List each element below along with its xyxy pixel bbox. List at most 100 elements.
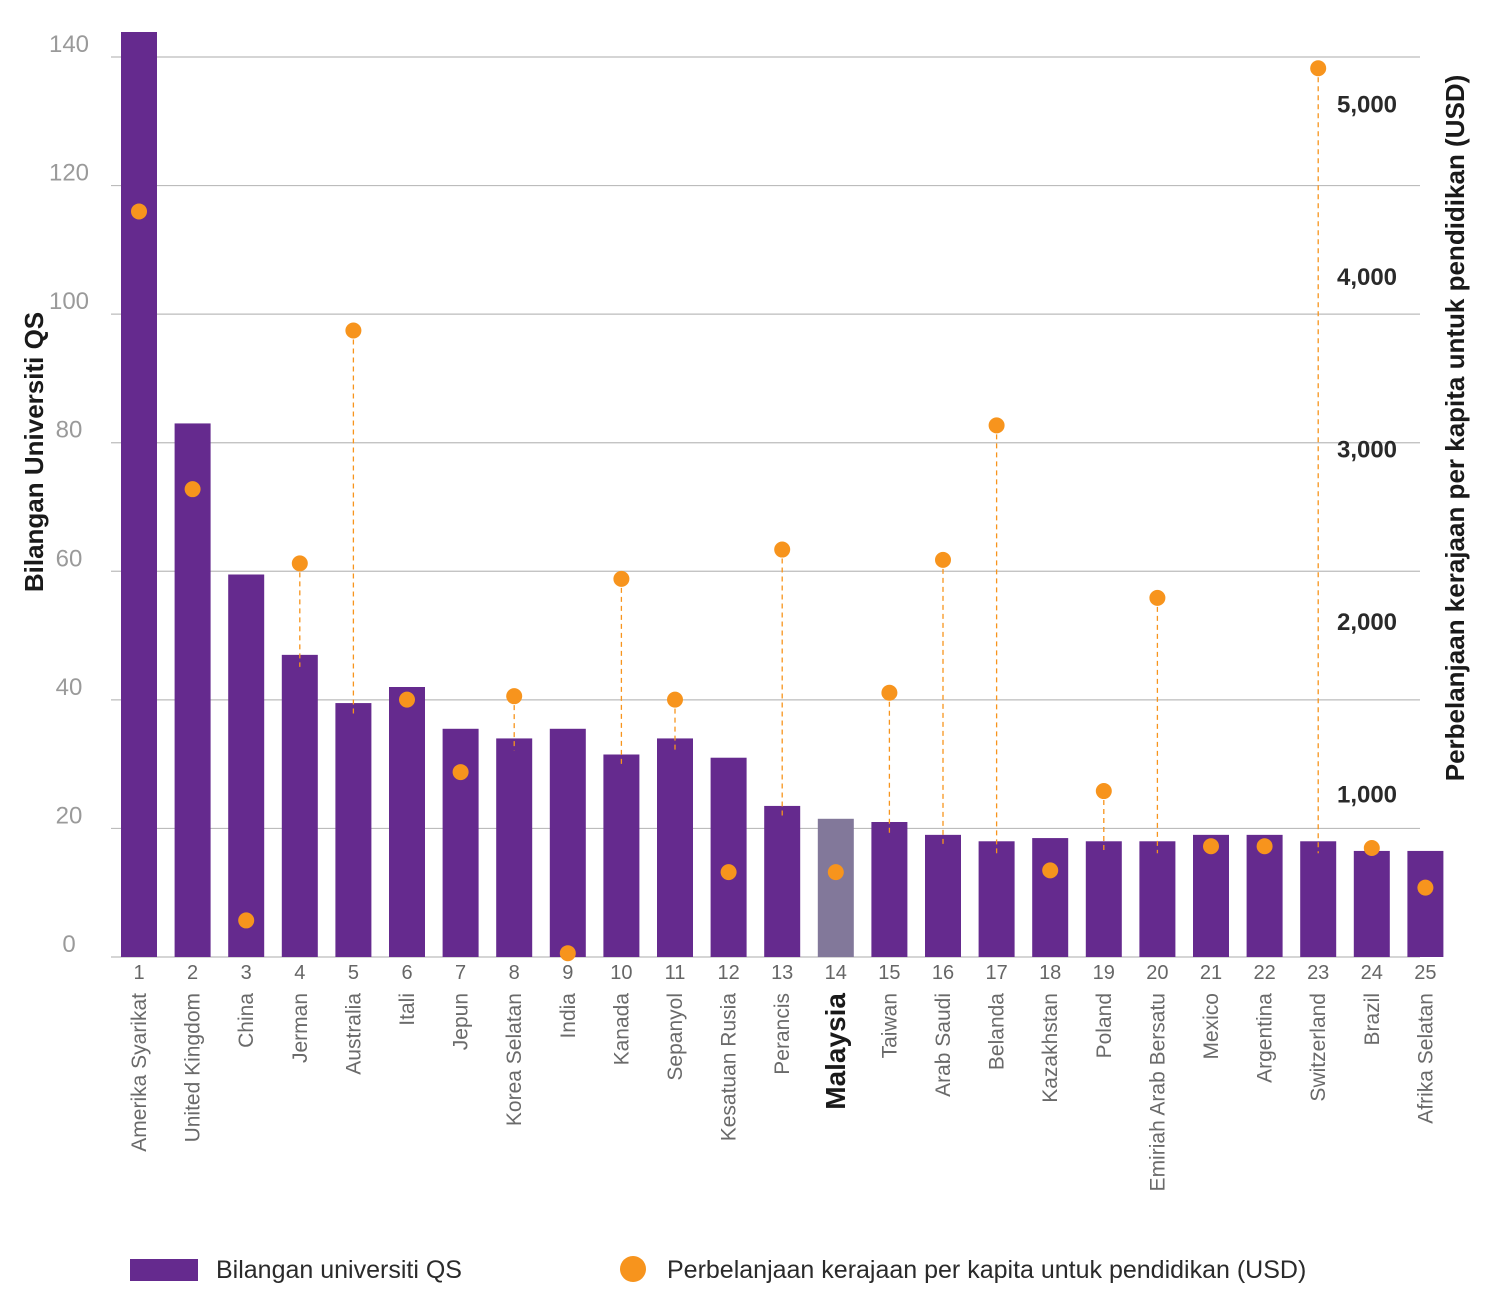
category-label: Afrika Selatan <box>1414 993 1437 1124</box>
legend-dot-label: Perbelanjaan kerajaan per kapita untuk p… <box>667 1256 1306 1284</box>
category-label: Itali <box>396 993 419 1026</box>
right-tick-label: 1,000 <box>1337 782 1397 809</box>
rank-label: 20 <box>1146 962 1168 984</box>
rank-label: 4 <box>294 962 305 984</box>
dot-5 <box>345 322 362 339</box>
rank-label: 16 <box>932 962 954 984</box>
bar-8 <box>496 738 533 957</box>
bar-11 <box>657 738 693 957</box>
dot-22 <box>1256 838 1273 855</box>
x-axis-labels: 1 Amerika Syarikat 2 United Kingdom 3 China 4 J… <box>128 962 1437 1191</box>
dot-7 <box>452 764 469 781</box>
category-label: Switzerland <box>1307 993 1330 1102</box>
dot-16 <box>935 551 951 568</box>
dots <box>131 60 1434 962</box>
bar-6 <box>389 687 425 957</box>
bar-23 <box>1300 841 1337 957</box>
rank-label: 21 <box>1200 962 1222 984</box>
rank-label: 25 <box>1414 962 1436 984</box>
bar-2 <box>174 423 211 957</box>
bar-5 <box>335 703 372 957</box>
left-tick-label: 20 <box>56 802 83 829</box>
category-label: Australia <box>342 993 365 1075</box>
dot-8 <box>506 688 523 705</box>
dot-13 <box>774 541 791 558</box>
category-label: India <box>557 993 580 1039</box>
bar-14 <box>817 818 854 957</box>
rank-label: 24 <box>1361 962 1383 984</box>
bars <box>121 32 1444 957</box>
bar-20 <box>1139 841 1176 957</box>
category-label: Belanda <box>986 993 1009 1070</box>
category-label: Argentina <box>1254 993 1277 1083</box>
bar-9 <box>549 728 586 957</box>
dot-21 <box>1203 838 1219 855</box>
category-label: Sepanyol <box>664 993 687 1081</box>
dot-4 <box>291 555 308 572</box>
right-tick-label: 4,000 <box>1337 264 1397 291</box>
category-label: Jepun <box>450 993 473 1050</box>
left-tick-label: 100 <box>49 288 89 315</box>
category-label: Brazil <box>1361 993 1384 1046</box>
category-label: Kesatuan Rusia <box>718 993 741 1142</box>
legend-dot-swatch <box>620 1256 646 1282</box>
dot-24 <box>1363 839 1380 856</box>
rank-label: 14 <box>825 962 847 984</box>
rank-label: 23 <box>1307 962 1329 984</box>
rank-label: 15 <box>878 962 900 984</box>
dot-18 <box>1042 862 1059 879</box>
left-tick-label: 140 <box>49 31 89 58</box>
rank-label: 19 <box>1093 962 1115 984</box>
left-tick-label: 80 <box>56 417 83 444</box>
bar-10 <box>603 754 640 957</box>
rank-label: 12 <box>717 962 739 984</box>
legend-bar-swatch <box>130 1259 198 1281</box>
rank-label: 22 <box>1253 962 1275 984</box>
rank-label: 10 <box>610 962 632 984</box>
category-label: Poland <box>1093 993 1116 1058</box>
category-label: Malaysia <box>820 993 851 1110</box>
dot-12 <box>720 864 737 881</box>
bar-13 <box>764 805 801 957</box>
dot-25 <box>1417 879 1434 896</box>
left-axis-title: Bilangan Universiti QS <box>19 312 49 592</box>
dot-6 <box>399 691 415 708</box>
bar-7 <box>442 728 479 957</box>
rank-label: 3 <box>241 962 252 984</box>
bar-16 <box>925 834 961 957</box>
category-label: Kazakhstan <box>1039 993 1062 1103</box>
dot-20 <box>1149 589 1166 606</box>
legend: Bilangan universiti QS Perbelanjaan kera… <box>130 1256 1306 1284</box>
left-tick-label: 120 <box>49 160 89 187</box>
category-label: Korea Selatan <box>503 993 526 1126</box>
rank-label: 5 <box>348 962 359 984</box>
rank-label: 1 <box>133 962 144 984</box>
right-axis-ticks: 1,000 2,000 3,000 4,000 5,000 <box>1337 92 1397 809</box>
rank-label: 2 <box>187 962 198 984</box>
category-label: Mexico <box>1200 993 1223 1060</box>
bar-21 <box>1193 834 1229 957</box>
right-tick-label: 2,000 <box>1337 609 1397 636</box>
bar-25 <box>1407 850 1444 957</box>
dot-14 <box>827 864 844 881</box>
category-label: China <box>235 993 258 1048</box>
left-tick-label: 0 <box>62 931 75 958</box>
right-tick-label: 3,000 <box>1337 437 1397 464</box>
rank-label: 8 <box>509 962 520 984</box>
rank-label: 13 <box>771 962 793 984</box>
dot-15 <box>881 684 898 701</box>
left-tick-label: 40 <box>56 674 83 701</box>
right-tick-label: 5,000 <box>1337 92 1397 119</box>
dot-19 <box>1095 783 1112 800</box>
bar-15 <box>871 822 908 957</box>
dot-1 <box>131 203 147 220</box>
dot-17 <box>988 417 1005 434</box>
dot-11 <box>667 691 683 708</box>
dot-10 <box>613 570 630 587</box>
bar-24 <box>1353 850 1390 957</box>
bar-1 <box>121 32 157 957</box>
category-label: Amerika Syarikat <box>128 993 151 1152</box>
dot-2 <box>184 481 201 498</box>
category-label: Perancis <box>771 993 794 1075</box>
